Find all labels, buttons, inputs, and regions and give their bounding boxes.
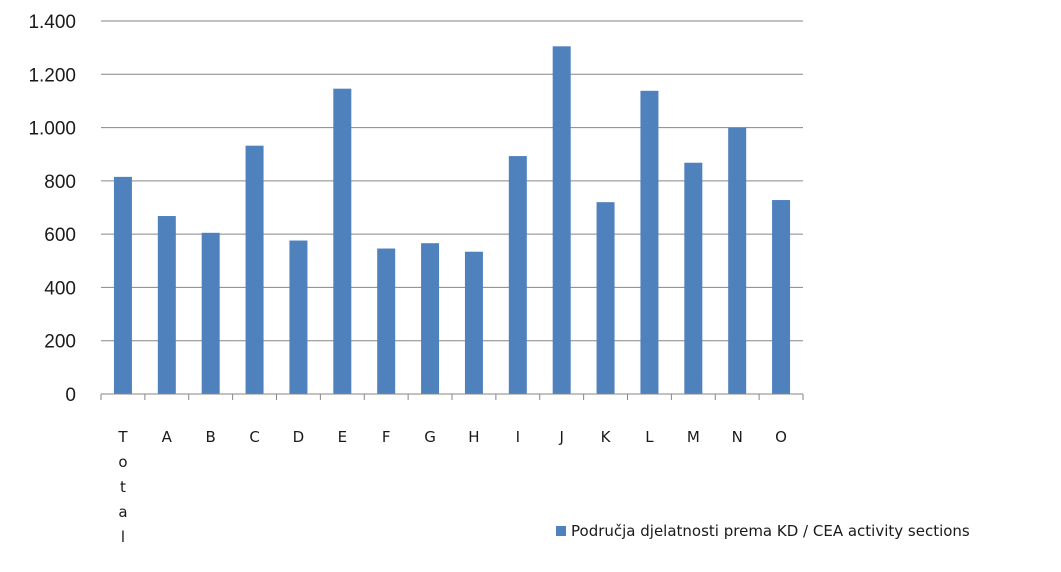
bars	[113, 46, 791, 395]
bar	[333, 88, 352, 395]
x-tick-label: C	[249, 428, 259, 446]
bar	[201, 232, 220, 394]
y-tick-label: 1.400	[28, 12, 76, 33]
bar	[157, 216, 176, 394]
y-axis-tick-labels: 0 200 400 600 800 1.000 1.200 1.400	[28, 12, 76, 406]
bar	[464, 251, 483, 394]
x-tick-label: E	[338, 428, 347, 446]
bar	[684, 162, 703, 394]
x-tick-label: F	[382, 428, 391, 446]
y-tick-label: 800	[44, 172, 76, 193]
bar	[552, 46, 571, 394]
x-tick-label: G	[424, 428, 436, 446]
bar	[596, 202, 615, 394]
legend-label: Područja djelatnosti prema KD / CEA acti…	[571, 522, 970, 540]
y-tick-label: 600	[44, 225, 76, 246]
bar	[377, 248, 396, 394]
x-tick-label: D	[293, 428, 305, 446]
bar	[640, 90, 659, 394]
legend-swatch	[556, 526, 566, 536]
bar	[113, 176, 132, 394]
x-axis	[100, 393, 804, 400]
y-tick-label: 400	[44, 278, 76, 299]
y-tick-label: 200	[44, 332, 76, 353]
x-tick-label: O	[775, 428, 787, 446]
y-tick-label: 1.000	[28, 119, 76, 140]
bar	[289, 240, 308, 394]
y-tick-label: 0	[65, 385, 76, 406]
bar	[421, 243, 440, 394]
bar	[728, 127, 747, 395]
legend: Područja djelatnosti prema KD / CEA acti…	[556, 522, 970, 540]
x-tick-label: K	[601, 428, 612, 446]
x-tick-label: J	[558, 428, 563, 446]
x-tick-label: A	[162, 428, 173, 446]
x-tick-label: L	[645, 428, 654, 446]
x-tick-label: N	[732, 428, 743, 446]
x-tick-label: H	[468, 428, 479, 446]
bar	[508, 156, 527, 394]
x-tick-label: M	[687, 428, 700, 446]
y-tick-label: 1.200	[28, 65, 76, 86]
x-tick-label: B	[206, 428, 216, 446]
bar	[245, 145, 264, 394]
bar	[772, 200, 791, 394]
x-tick-label: I	[516, 428, 520, 446]
